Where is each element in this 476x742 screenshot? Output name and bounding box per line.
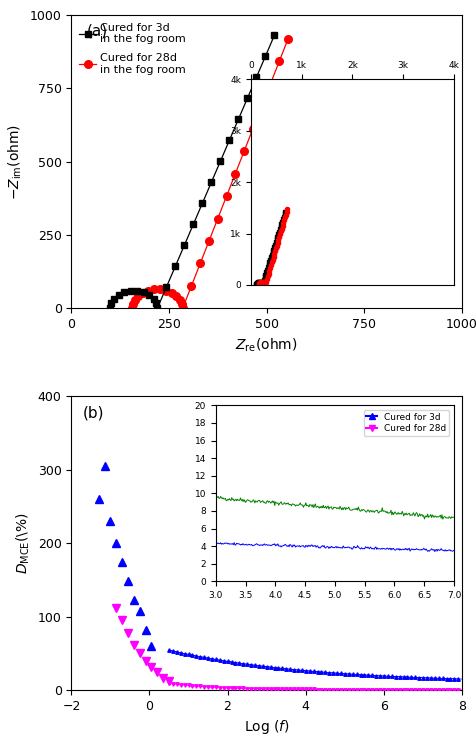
Cured for 3d
in the fog room bbox=[172, 262, 178, 271]
Cured for 28d
in the fog room bbox=[250, 125, 256, 134]
Cured for 28d
in the fog room bbox=[215, 214, 220, 223]
Cured for 3d
in the fog room bbox=[128, 286, 133, 295]
Cured for 3d
in the fog room bbox=[271, 31, 277, 40]
X-axis label: $Z_{\rm re}$(ohm): $Z_{\rm re}$(ohm) bbox=[235, 337, 298, 354]
Cured for 28d
in the fog room bbox=[177, 295, 183, 304]
Cured for 28d
in the fog room bbox=[169, 288, 175, 297]
Cured for 3d
in the fog room bbox=[190, 220, 196, 229]
Cured for 3d
in the fog room bbox=[141, 288, 147, 297]
Cured for 3d
in the fog room bbox=[146, 291, 152, 300]
Cured for 28d
in the fog room bbox=[259, 102, 265, 111]
Cured for 3d
in the fog room bbox=[236, 115, 241, 124]
Cured for 28d
in the fog room bbox=[145, 286, 151, 295]
Cured for 3d
in the fog room bbox=[262, 52, 268, 61]
Cured for 3d
in the fog room bbox=[199, 199, 205, 208]
Cured for 28d
in the fog room bbox=[163, 286, 169, 295]
Line: Cured for 28d
in the fog room: Cured for 28d in the fog room bbox=[128, 35, 292, 312]
Text: (b): (b) bbox=[83, 405, 105, 420]
Cured for 3d
in the fog room bbox=[153, 299, 159, 308]
Cured for 3d
in the fog room bbox=[151, 295, 157, 303]
Cured for 28d
in the fog room bbox=[130, 299, 136, 308]
Cured for 3d
in the fog room bbox=[181, 241, 187, 250]
Cured for 28d
in the fog room bbox=[268, 79, 273, 88]
Cured for 28d
in the fog room bbox=[179, 299, 185, 308]
Legend: Cured for 3d
in the fog room, Cured for 28d
in the fog room: Cured for 3d in the fog room, Cured for … bbox=[77, 20, 188, 77]
Cured for 3d
in the fog room bbox=[245, 94, 250, 103]
Cured for 3d
in the fog room bbox=[218, 157, 223, 166]
Cured for 28d
in the fog room bbox=[180, 304, 186, 313]
Cured for 28d
in the fog room bbox=[241, 147, 247, 156]
Cured for 28d
in the fog room bbox=[158, 285, 163, 294]
Cured for 28d
in the fog room bbox=[129, 304, 135, 313]
Cured for 28d
in the fog room bbox=[132, 295, 138, 304]
Cured for 3d
in the fog room bbox=[121, 288, 127, 297]
Cured for 28d
in the fog room bbox=[136, 292, 141, 301]
Cured for 28d
in the fog room bbox=[173, 292, 179, 301]
Cured for 3d
in the fog room bbox=[227, 136, 232, 145]
Line: Cured for 3d
in the fog room: Cured for 3d in the fog room bbox=[107, 32, 278, 312]
Cured for 28d
in the fog room bbox=[198, 259, 203, 268]
Cured for 3d
in the fog room bbox=[154, 304, 160, 313]
Cured for 28d
in the fog room bbox=[140, 288, 146, 297]
Cured for 3d
in the fog room bbox=[108, 304, 113, 313]
Cured for 3d
in the fog room bbox=[163, 283, 169, 292]
Cured for 3d
in the fog room bbox=[208, 178, 214, 187]
Cured for 28d
in the fog room bbox=[232, 169, 238, 178]
Y-axis label: $D_{\rm MCE}$(\%): $D_{\rm MCE}$(\%) bbox=[15, 513, 32, 574]
Cured for 28d
in the fog room bbox=[285, 34, 291, 43]
Cured for 28d
in the fog room bbox=[151, 285, 157, 294]
Cured for 3d
in the fog room bbox=[111, 295, 117, 303]
Cured for 3d
in the fog room bbox=[134, 286, 140, 295]
Cured for 3d
in the fog room bbox=[254, 73, 259, 82]
Text: (a): (a) bbox=[87, 24, 108, 39]
Cured for 28d
in the fog room bbox=[224, 191, 229, 200]
Cured for 28d
in the fog room bbox=[206, 237, 212, 246]
Y-axis label: $-Z_{\rm im}$(ohm): $-Z_{\rm im}$(ohm) bbox=[7, 124, 24, 200]
Cured for 28d
in the fog room bbox=[277, 57, 282, 66]
Cured for 3d
in the fog room bbox=[109, 299, 114, 308]
Cured for 3d
in the fog room bbox=[116, 291, 121, 300]
Cured for 28d
in the fog room bbox=[188, 281, 194, 290]
X-axis label: Log ($f$): Log ($f$) bbox=[244, 718, 289, 736]
